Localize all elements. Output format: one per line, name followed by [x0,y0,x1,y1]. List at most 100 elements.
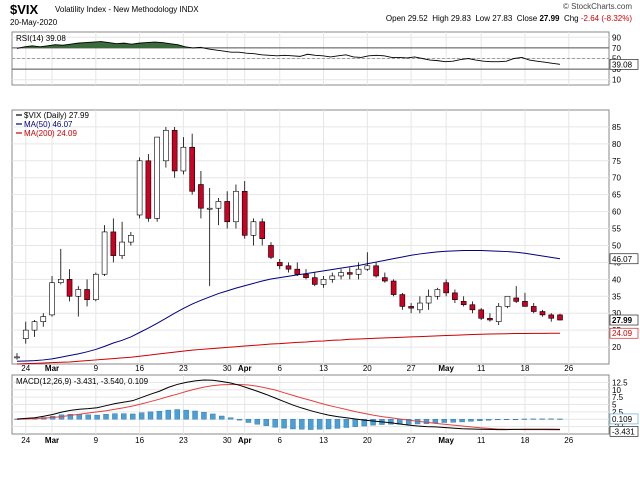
candle-body [495,306,502,322]
macd-title: MACD(12,26,9) -3.431, -3.540, 0.109 [16,377,149,386]
x-tick-label: 9 [94,436,99,445]
price-ytick-label: 85 [612,123,621,132]
histogram-bar [103,414,109,420]
histogram-bar [236,419,243,421]
candle-body [504,295,511,307]
histogram-bar [459,419,465,423]
candle [31,319,38,337]
candle [417,296,423,314]
rsi-line [16,41,561,65]
candle-body [320,279,327,285]
price-ytick-label: 35 [612,292,621,301]
rsi-ytick-label: 70 [612,44,621,53]
candle [285,262,292,273]
x-tick-label: Mar [45,436,59,445]
histogram-bar [325,419,332,430]
ma50-current-label: 46.07 [612,255,633,264]
candle-body [276,262,283,267]
macd-x-axis: 24 Mar 9 16 23 30 Apr 6 13 20 27 May 11 18 26 [21,436,573,445]
x-tick-label: 6 [278,364,283,373]
candle [530,303,537,314]
candle-body [110,231,117,256]
candle [128,231,134,246]
candle [539,309,546,317]
histogram-bar [334,419,341,429]
x-tick-label: 20 [363,436,372,445]
rsi-current-box [609,59,639,70]
candle-body [206,207,213,210]
candle [49,275,55,317]
candle [311,272,318,287]
candle [513,286,520,304]
x-tick-label: 24 [21,436,30,445]
candle [93,272,99,302]
x-tick-label: Apr [238,436,252,445]
candle-body [434,289,441,297]
candle [469,301,476,314]
candle [180,137,187,175]
x-tick-label: 26 [564,364,573,373]
candle-body [294,268,301,275]
candle [110,218,117,263]
rsi-ytick-label: 90 [612,33,621,42]
high-label: High [432,14,449,23]
candle-body [548,314,555,319]
price-current-label-box [609,314,639,326]
candle [145,154,152,222]
rsi-ytick-label: 50 [612,55,621,64]
ma50-current-label-box [609,253,639,265]
candle-body [101,231,108,275]
candle-body [522,301,528,307]
histogram-bar [370,419,376,426]
rsi-current-label: 39.08 [612,60,633,69]
histogram-bar [308,419,314,430]
candle-body [49,282,55,316]
candle [390,279,397,297]
candle [320,275,327,288]
macd-current-box [609,413,639,425]
price-ytick-label: 60 [612,208,621,217]
x-tick-label: May [438,436,454,445]
candle-body [215,201,222,209]
copyright: © StockCharts.com [562,2,632,11]
price-current-label: 27.99 [612,316,633,325]
candle [241,181,248,239]
histogram-bar [530,418,536,420]
histogram-bar [503,419,510,420]
candle-body [469,304,476,311]
candle-body [285,265,292,270]
candle [452,289,458,304]
price-ytick-label: 40 [612,275,621,284]
candle-body [241,190,248,236]
candle [338,269,344,280]
candle [522,292,528,307]
macd-current-label: -3.431 [612,427,635,436]
candle [154,136,160,222]
candle-body [355,268,362,275]
candle-body [443,282,449,294]
open-label: Open [385,14,406,23]
chg-value: -2.64 (-8.32%) [580,14,632,23]
histogram-bar [477,419,483,421]
candle-body [136,160,143,216]
histogram-bar [539,418,545,420]
candle [460,296,467,307]
x-tick-label: 30 [223,364,232,373]
candle [75,286,82,317]
histogram-bar [112,413,118,420]
candle-body [329,275,336,280]
histogram-bar [361,419,367,427]
low-value: 27.83 [492,14,513,23]
candle [382,272,388,283]
candle-body [338,272,344,277]
price-ytick-label: 20 [612,343,621,352]
price-ytick-label: 65 [612,191,621,200]
candle [84,279,90,307]
candle [303,269,309,280]
candle [434,287,441,300]
ma200-line [16,332,561,365]
price-ytick-label: 55 [612,225,621,234]
open-value: 29.52 [407,14,428,23]
candle [215,198,222,226]
